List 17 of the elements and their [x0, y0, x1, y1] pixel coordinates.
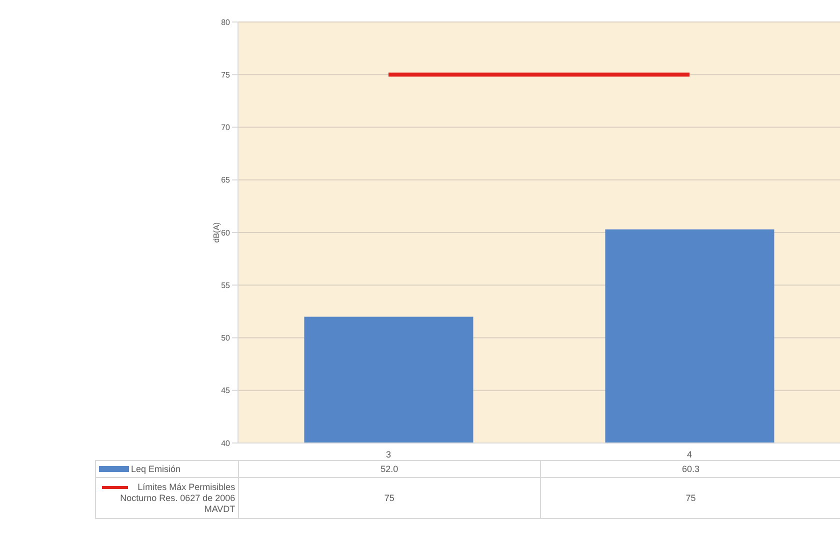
- data-label: 60.3: [540, 460, 840, 478]
- y-tick-label: 70: [221, 123, 231, 132]
- y-axis-title: dB(A): [212, 222, 221, 243]
- y-tick-label: 60: [221, 228, 231, 238]
- legend-label: Límites Máx Permisibles Nocturno Res. 0627 de 2006 MAVDT: [96, 478, 239, 518]
- y-tick-label: 50: [221, 334, 231, 343]
- data-label: 52.0: [238, 460, 540, 478]
- y-tick-label: 55: [221, 280, 231, 290]
- legend-label: Leq Emisión: [96, 460, 239, 478]
- y-tick-label: 80: [221, 18, 231, 27]
- y-tick-label: 45: [221, 386, 231, 396]
- data-label: 75: [540, 478, 840, 518]
- x-tick-label: 4: [686, 449, 692, 460]
- y-tick-label: 40: [221, 438, 231, 448]
- x-tick-label: 3: [386, 449, 392, 460]
- y-tick-label: 75: [221, 70, 231, 80]
- y-tick-label: 65: [221, 176, 231, 185]
